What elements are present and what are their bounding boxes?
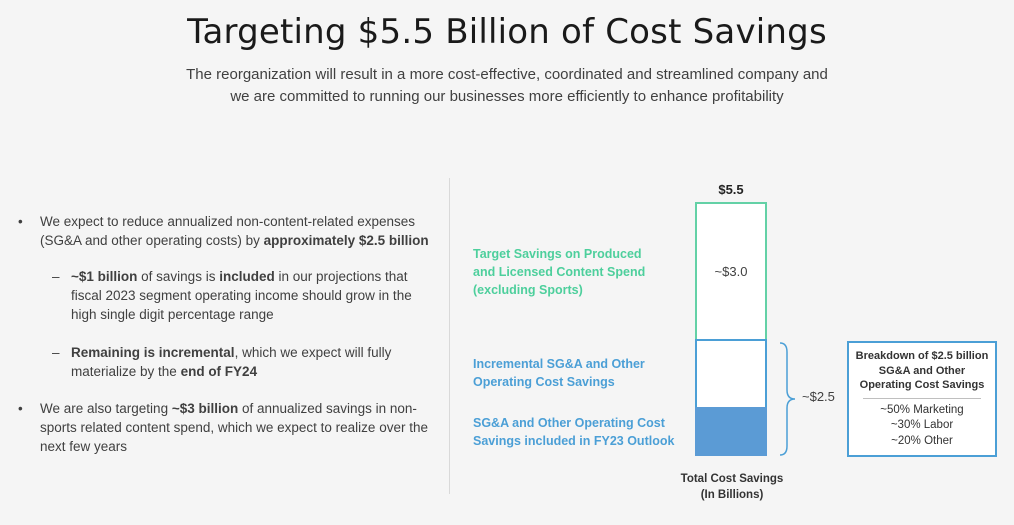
bar-total-label: $5.5 [718, 182, 744, 197]
subtitle-line-1: The reorganization will result in a more… [186, 66, 828, 83]
bar-segment-included [695, 407, 767, 456]
breakdown-heading: Breakdown of $2.5 billion SG&A and Other… [849, 349, 995, 393]
bullet-2-text-1: We are also targeting [40, 401, 172, 416]
legend-included-line-2: Savings included in FY23 Outlook [473, 434, 675, 448]
sub-1-text-1: of savings is [137, 269, 220, 284]
sub-2-emphasis-2: end of FY24 [180, 364, 258, 379]
sub-bullet-incremental: – Remaining is incremental, which we exp… [18, 343, 438, 381]
bullet-dot-icon: • [18, 214, 23, 229]
sub-1-text-2: in our projections that fiscal 2023 segm… [71, 269, 412, 322]
sub-2-emphasis-1: Remaining is incremental [71, 345, 235, 360]
legend-included-savings: SG&A and Other Operating Cost Savings in… [473, 414, 674, 450]
vertical-divider [449, 178, 450, 494]
dash-icon: – [52, 345, 60, 360]
bullet-list: • We expect to reduce annualized non-con… [18, 212, 438, 456]
sub-bullet-included-savings: – ~$1 billion of savings is included in … [18, 267, 438, 324]
x-axis-label-line-2: (In Billions) [700, 489, 764, 501]
bullet-2-emphasis: ~$3 billion [171, 401, 239, 416]
breakdown-box: Breakdown of $2.5 billion SG&A and Other… [847, 341, 997, 457]
bullet-2-text-2: of annualized savings in non-sports rela… [40, 401, 428, 454]
legend-incremental-line-1: Incremental SG&A and Other [473, 357, 645, 371]
breakdown-divider [863, 397, 981, 399]
sub-2-text: , which we expect will fully materialize… [71, 345, 392, 379]
bullet-1-text: We expect to reduce annualized non-conte… [40, 214, 415, 248]
brace-icon [779, 342, 796, 456]
breakdown-item-marketing: ~50% Marketing [880, 403, 964, 416]
x-axis-label: Total Cost Savings (In Billions) [672, 471, 792, 503]
bar-segment-incremental [695, 339, 767, 409]
legend-incremental-savings: Incremental SG&A and Other Operating Cos… [473, 355, 645, 391]
sub-1-emphasis-1: ~$1 billion [71, 269, 138, 284]
bar-segment-content-label: ~$3.0 [714, 264, 748, 279]
breakdown-item-other: ~20% Other [891, 434, 953, 447]
legend-content-line-3: (excluding Sports) [473, 283, 583, 297]
bullet-non-content-expenses: • We expect to reduce annualized non-con… [18, 212, 438, 250]
dash-icon: – [52, 269, 60, 284]
legend-incremental-line-2: Operating Cost Savings [473, 375, 615, 389]
subtitle-line-2: we are committed to running our business… [230, 88, 784, 105]
x-axis-label-line-1: Total Cost Savings [680, 473, 784, 485]
brace-label: ~$2.5 [802, 389, 835, 404]
page-title: Targeting $5.5 Billion of Cost Savings [187, 12, 827, 52]
legend-content-savings: Target Savings on Produced and Licensed … [473, 245, 645, 299]
breakdown-heading-line-1: Breakdown of $2.5 billion [855, 350, 989, 362]
bar-segment-content [695, 202, 767, 343]
bullet-1-emphasis: approximately $2.5 billion [263, 233, 429, 248]
bullet-dot-icon: • [18, 401, 23, 416]
legend-included-line-1: SG&A and Other Operating Cost [473, 416, 665, 430]
breakdown-item-labor: ~30% Labor [890, 419, 954, 431]
page-subtitle: The reorganization will result in a more… [100, 64, 914, 108]
breakdown-heading-line-3: Operating Cost Savings [859, 379, 985, 391]
breakdown-heading-line-2: SG&A and Other [878, 364, 966, 377]
legend-content-line-1: Target Savings on Produced [473, 247, 642, 261]
legend-content-line-2: and Licensed Content Spend [473, 265, 646, 279]
bullet-content-spend: • We are also targeting ~$3 billion of a… [18, 399, 438, 456]
sub-1-emphasis-2: included [219, 269, 275, 284]
